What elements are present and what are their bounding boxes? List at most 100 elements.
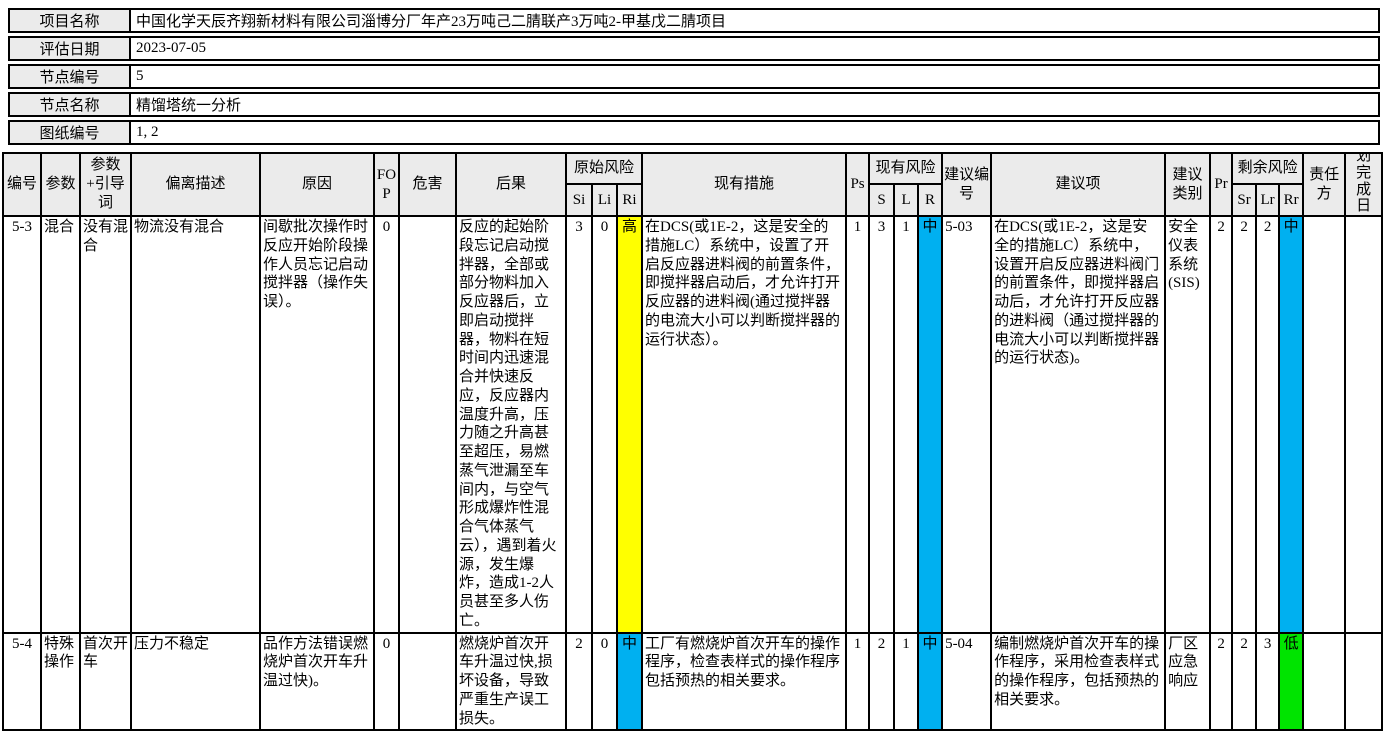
- column-group-current-risk: 现有风险: [868, 152, 944, 185]
- cell-si: 2: [565, 631, 593, 731]
- cell-si: 3: [565, 215, 593, 634]
- project-name-value: 中国化学天辰齐翔新材料有限公司淄博分厂年产23万吨己二腈联产3万吨2-甲基戊二腈…: [136, 14, 726, 30]
- cell-ps: 1: [845, 631, 871, 731]
- cell-ps: 1: [845, 215, 871, 634]
- cell-completion-date: [1344, 631, 1384, 731]
- project-name-label: 项目名称: [10, 10, 131, 31]
- cell-rr-risk-badge: 低: [1278, 631, 1305, 731]
- column-header-r: R: [917, 182, 944, 218]
- cell-ri-risk-badge: 高: [615, 215, 644, 634]
- cell-rec-id: 5-03: [941, 215, 993, 634]
- node-name-value: 精馏塔统一分析: [136, 98, 242, 114]
- info-row-node-number: 节点编号 5: [8, 64, 1380, 89]
- column-header-ps: Ps: [845, 151, 871, 218]
- column-header-param-guideword: 参数+引导词: [79, 151, 132, 218]
- cell-rr-risk-badge: 中: [1278, 215, 1305, 634]
- column-header-recommendation: 建议项: [990, 151, 1167, 218]
- cell-consequence: 反应的起始阶段忘记启动搅拌器，全部或部分物料加入反应器后，立即启动搅拌器，物料在…: [455, 215, 567, 634]
- column-header-rec-category: 建议类别: [1164, 151, 1212, 218]
- column-header-responsible: 责任方: [1302, 151, 1347, 218]
- node-number-label: 节点编号: [10, 66, 131, 87]
- cell-hazard: [398, 215, 457, 634]
- column-header-rr: Rr: [1278, 182, 1305, 218]
- cell-sr: 2: [1231, 215, 1258, 634]
- info-row-assessment-date: 评估日期 2023-07-05: [8, 36, 1380, 61]
- column-group-residual-risk: 剩余风险: [1231, 152, 1305, 185]
- cell-s: 2: [868, 631, 896, 731]
- cell-cause: 品作方法错误燃烧炉首次开车升温过快)。: [259, 631, 375, 731]
- cell-param-guideword: 没有混合: [79, 215, 132, 634]
- assessment-date-value: 2023-07-05: [136, 40, 206, 56]
- table-row: 5-4 特殊操作 首次开车 压力不稳定 品作方法错误燃烧炉首次开车升温过快)。 …: [2, 631, 1384, 731]
- cell-lr: 2: [1255, 215, 1281, 634]
- column-header-lr: Lr: [1255, 182, 1281, 218]
- cell-l: 1: [893, 631, 920, 731]
- cell-completion-date: [1344, 215, 1384, 634]
- column-header-deviation: 偏离描述: [130, 151, 261, 218]
- cell-parameter: 混合: [40, 215, 81, 634]
- node-number-value: 5: [136, 68, 144, 84]
- assessment-date-label: 评估日期: [10, 38, 131, 59]
- completion-date-vertical-text: 划完成日: [1356, 153, 1372, 215]
- info-row-drawing-number: 图纸编号 1, 2: [8, 120, 1380, 145]
- cell-id: 5-4: [2, 631, 42, 731]
- cell-responsible: [1302, 215, 1347, 634]
- column-header-parameter: 参数: [40, 151, 81, 218]
- cell-id: 5-3: [2, 215, 42, 634]
- cell-rec-category: 厂区应急响应: [1164, 631, 1212, 731]
- cell-param-guideword: 首次开车: [79, 631, 132, 731]
- cell-s: 3: [868, 215, 896, 634]
- cell-hazard: [398, 631, 457, 731]
- info-row-node-name: 节点名称 精馏塔统一分析: [8, 92, 1380, 117]
- cell-responsible: [1302, 631, 1347, 731]
- column-header-cause: 原因: [259, 151, 375, 218]
- column-header-hazard: 危害: [398, 151, 457, 218]
- cell-lr: 3: [1255, 631, 1281, 731]
- cell-pr: 2: [1209, 215, 1234, 634]
- cell-existing-measures: 在DCS(或1E-2，这是安全的措施LC）系统中，设置了开启反应器进料阀的前置条…: [641, 215, 848, 634]
- header-row-top: 编号 参数 参数+引导词 偏离描述 原因 FOP 危害 后果 原始风险 现有措施…: [2, 151, 1384, 218]
- table-row: 5-3 混合 没有混合 物流没有混合 间歇批次操作时反应开始阶段操作人员忘记启动…: [2, 215, 1384, 634]
- cell-existing-measures: 工厂有燃烧炉首次开车的操作程序，检查表样式的操作程序包括预热的相关要求。: [641, 631, 848, 731]
- column-header-pr: Pr: [1209, 151, 1234, 218]
- cell-r-risk-badge: 中: [917, 215, 944, 634]
- cell-deviation: 压力不稳定: [130, 631, 261, 731]
- cell-pr: 2: [1209, 631, 1234, 731]
- column-header-ri: Ri: [615, 182, 644, 218]
- drawing-number-value: 1, 2: [136, 124, 159, 140]
- cell-consequence: 燃烧炉首次开车升温过快,损坏设备，导致严重生产误工损失。: [455, 631, 567, 731]
- column-header-existing-measures: 现有措施: [641, 151, 848, 218]
- drawing-number-label: 图纸编号: [10, 122, 131, 143]
- column-header-s: S: [868, 182, 896, 218]
- column-header-li: Li: [591, 182, 618, 218]
- cell-parameter: 特殊操作: [40, 631, 81, 731]
- cell-li: 0: [591, 631, 618, 731]
- node-name-label: 节点名称: [10, 94, 131, 115]
- cell-rec-id: 5-04: [941, 631, 993, 731]
- cell-li: 0: [591, 215, 618, 634]
- column-header-completion-date: 划完成日: [1344, 151, 1384, 218]
- cell-recommendation: 编制燃烧炉首次开车的操作程序，采用检查表样式的操作程序，包括预热的相关要求。: [990, 631, 1167, 731]
- cell-r-risk-badge: 中: [917, 631, 944, 731]
- cell-fop: 0: [373, 215, 400, 634]
- column-header-id: 编号: [2, 151, 42, 218]
- column-group-initial-risk: 原始风险: [564, 152, 644, 185]
- header-row-sub: Si Li Ri S L R Sr Lr Rr: [3, 182, 1382, 218]
- column-header-l: L: [893, 182, 920, 218]
- cell-rec-category: 安全仪表系统(SIS): [1164, 215, 1212, 634]
- column-header-sr: Sr: [1231, 182, 1258, 218]
- column-header-rec-id: 建议编号: [941, 151, 993, 218]
- cell-sr: 2: [1231, 631, 1258, 731]
- hazop-worksheet-table: 编号 参数 参数+引导词 偏离描述 原因 FOP 危害 后果 原始风险 现有措施…: [2, 151, 1384, 731]
- column-header-si: Si: [565, 182, 593, 218]
- cell-ri-risk-badge: 中: [615, 631, 644, 731]
- document-info-block: 项目名称 中国化学天辰齐翔新材料有限公司淄博分厂年产23万吨己二腈联产3万吨2-…: [8, 8, 1380, 148]
- cell-deviation: 物流没有混合: [130, 215, 261, 634]
- info-row-project-name: 项目名称 中国化学天辰齐翔新材料有限公司淄博分厂年产23万吨己二腈联产3万吨2-…: [8, 8, 1380, 33]
- cell-l: 1: [893, 215, 920, 634]
- cell-recommendation: 在DCS(或1E-2，这是安全的措施LC）系统中，设置开启反应器进料阀门的前置条…: [990, 215, 1167, 634]
- cell-cause: 间歇批次操作时反应开始阶段操作人员忘记启动搅拌器（操作失误）。: [259, 215, 375, 634]
- cell-fop: 0: [373, 631, 400, 731]
- column-header-fop: FOP: [373, 151, 400, 218]
- column-header-consequence: 后果: [455, 151, 567, 218]
